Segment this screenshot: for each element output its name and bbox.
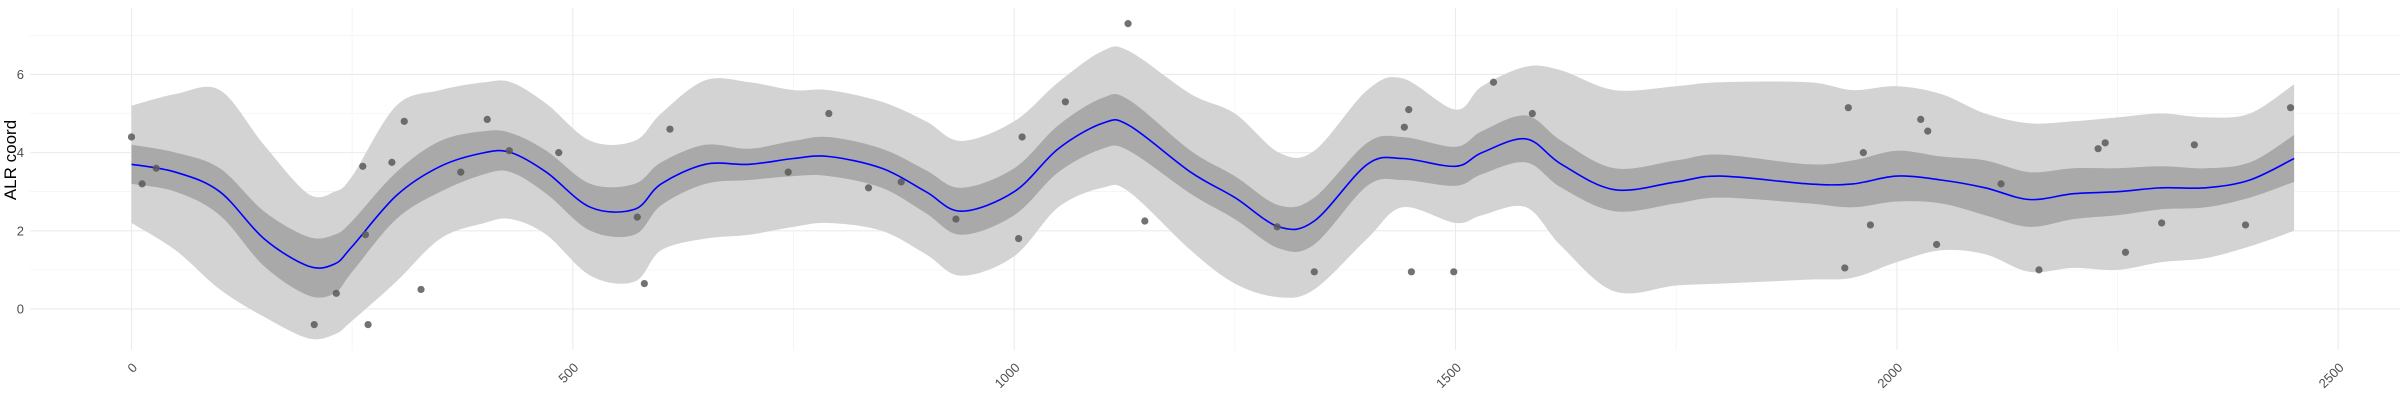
data-point <box>2190 141 2198 149</box>
data-point <box>1273 223 1281 231</box>
x-tick-label: 1000 <box>992 360 1023 391</box>
data-point <box>388 158 396 166</box>
data-point <box>784 168 792 176</box>
data-point <box>897 178 905 186</box>
y-tick-label: 6 <box>17 67 24 82</box>
data-point <box>152 164 160 172</box>
data-point <box>1450 268 1458 276</box>
data-point <box>1141 217 1149 225</box>
x-tick-label: 0 <box>124 360 140 376</box>
data-point <box>127 133 136 141</box>
data-point <box>2121 248 2130 256</box>
data-point <box>2094 145 2102 153</box>
data-point <box>1061 98 1069 106</box>
y-tick-label: 2 <box>17 223 24 238</box>
data-point <box>1018 133 1026 141</box>
data-point <box>1932 240 1941 249</box>
data-point <box>1405 106 1413 114</box>
x-tick-label: 500 <box>555 360 581 386</box>
data-point <box>1528 109 1536 118</box>
data-point <box>1015 235 1023 243</box>
data-point <box>1924 127 1932 135</box>
data-point <box>555 149 563 157</box>
data-point <box>361 231 370 239</box>
inner-confidence-band <box>131 94 2295 298</box>
data-point <box>640 279 648 288</box>
y-tick-label: 0 <box>17 302 24 317</box>
data-point <box>400 117 408 125</box>
data-point <box>1489 78 1498 86</box>
data-point <box>2158 219 2166 227</box>
y-axis-title: ALR coord <box>1 120 20 200</box>
data-point <box>1866 221 1874 229</box>
data-point <box>2101 139 2109 147</box>
data-point <box>2286 104 2295 112</box>
data-point <box>1407 268 1415 276</box>
data-points <box>127 20 2295 329</box>
data-point <box>952 215 960 223</box>
data-point <box>483 115 491 123</box>
y-tick-label: 4 <box>17 145 24 160</box>
data-point <box>2035 266 2043 274</box>
data-point <box>1859 149 1867 157</box>
data-point <box>1997 180 2005 188</box>
data-point <box>825 109 833 118</box>
data-point <box>457 168 465 176</box>
x-axis-tick-labels: 0 500 1000 1500 2000 2500 <box>124 360 2346 391</box>
data-point <box>633 213 641 221</box>
data-point <box>505 147 513 155</box>
data-point <box>359 162 367 170</box>
x-tick-label: 2500 <box>2316 360 2347 391</box>
data-point <box>1400 123 1408 131</box>
data-point <box>666 125 674 133</box>
data-point <box>1844 104 1852 112</box>
fitted-line <box>131 118 2295 269</box>
y-axis-tick-labels: 0 2 4 6 <box>17 67 24 317</box>
data-point <box>1310 268 1318 276</box>
data-point <box>364 320 372 329</box>
x-tick-label: 1500 <box>1433 360 1464 391</box>
data-point <box>417 285 425 294</box>
data-point <box>1917 115 1925 123</box>
x-tick-label: 2000 <box>1874 360 1905 391</box>
data-point <box>138 180 146 188</box>
data-point <box>310 320 318 329</box>
data-point <box>1124 20 1132 28</box>
data-point <box>864 184 873 192</box>
data-point <box>1841 264 1849 272</box>
data-point <box>2241 221 2250 229</box>
data-point <box>332 289 340 297</box>
